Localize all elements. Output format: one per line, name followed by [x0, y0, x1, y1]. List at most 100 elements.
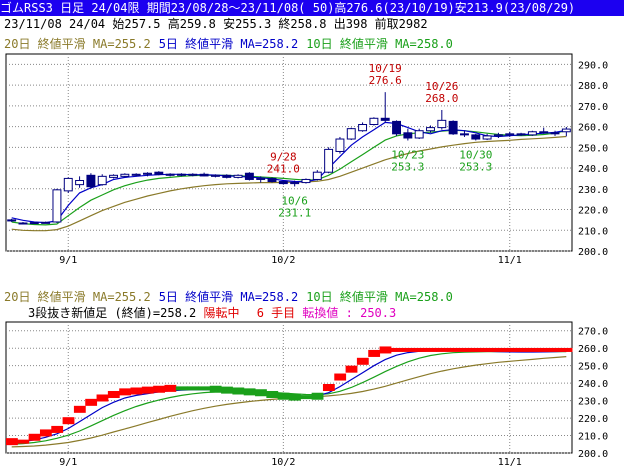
new-price-chart: 270.0 260.0 250.0 240.0 230.0 220.0 210.0 200.0…	[5, 321, 608, 468]
new-price-brick	[51, 425, 64, 433]
bottom-y-tick-label: 250.0	[578, 362, 608, 373]
candle-body	[97, 175, 107, 186]
new-price-brick	[538, 347, 550, 352]
candle-body	[358, 124, 368, 132]
new-price-brick	[243, 388, 256, 396]
new-price-brick	[141, 386, 154, 394]
candle-body	[210, 174, 220, 177]
new-price-brick	[424, 347, 437, 352]
new-price-brick	[153, 385, 165, 393]
bottom-y-tick-label: 230.0	[578, 397, 608, 408]
annotation-date: 10/26	[425, 80, 458, 93]
bottom-y-tick-label: 270.0	[578, 327, 608, 338]
candle-body	[63, 177, 73, 192]
candle-body	[414, 130, 424, 139]
top-legend: 20日 終値平滑 MA=255.2 5日 終値平滑 MA=258.2 10日 終値平…	[4, 36, 461, 52]
candle-body	[256, 177, 266, 180]
candle-body	[493, 134, 503, 137]
new-price-brick	[322, 384, 335, 391]
legend-ma10: 10日 終値平滑 MA=258.0	[306, 37, 453, 51]
candle-body	[154, 171, 164, 175]
ma10-line	[11, 129, 567, 226]
candle-body	[176, 173, 186, 176]
top-y-tick-label: 260.0	[578, 123, 608, 134]
top-x-tick-label: 9/1	[59, 255, 77, 266]
new-price-brick	[39, 429, 52, 437]
new-price-brick	[526, 347, 539, 352]
bottom-y-tick-label: 260.0	[578, 344, 608, 355]
signal-reversal: 転換値 : 250.3	[302, 306, 397, 320]
candle-body	[482, 135, 492, 140]
top-plot-frame	[5, 53, 573, 252]
new-price-brick	[198, 386, 211, 391]
candle-body	[7, 219, 17, 222]
candle-body	[539, 131, 549, 134]
new-price-brick	[255, 389, 267, 397]
candle-body	[267, 177, 277, 183]
legend-ma20-bottom: 20日 終値平滑 MA=255.2	[4, 290, 151, 304]
new-price-brick	[209, 385, 222, 393]
candle-body	[199, 173, 209, 177]
new-price-brick	[436, 347, 448, 352]
new-price-brick	[96, 394, 109, 402]
new-price-brick	[560, 347, 573, 352]
annotation-value: 268.0	[425, 92, 458, 105]
new-price-brick	[413, 347, 426, 352]
top-x-tick-label: 11/1	[498, 255, 522, 266]
legend-ma5: 5日 終値平滑 MA=258.2	[158, 37, 299, 51]
bottom-x-tick-label: 11/1	[498, 457, 522, 468]
candle-body	[550, 132, 560, 135]
candle-body	[312, 171, 322, 180]
candle-body	[143, 172, 152, 175]
candle-body	[426, 127, 435, 132]
candle-body	[109, 174, 119, 178]
bottom-y-tick-label: 220.0	[578, 414, 608, 425]
annotation-date: 10/23	[391, 148, 424, 161]
new-price-brick	[379, 346, 392, 354]
top-y-tick-label: 250.0	[578, 143, 608, 154]
new-price-brick	[187, 386, 199, 391]
annotation-value: 276.6	[369, 74, 402, 87]
annotation-date: 10/30	[459, 148, 492, 161]
candle-body	[392, 120, 402, 135]
top-y-tick-label: 210.0	[578, 226, 608, 237]
new-price-brick	[164, 384, 177, 392]
bottom-y-tick-label: 240.0	[578, 379, 608, 390]
new-price-brick	[390, 347, 403, 352]
candle-body	[18, 222, 28, 225]
new-price-brick	[504, 347, 516, 352]
candle-body	[120, 173, 130, 177]
new-price-brick	[549, 347, 562, 352]
candle-body	[561, 128, 571, 133]
new-price-brick	[221, 386, 233, 394]
new-price-brick	[119, 388, 132, 396]
new-price-brick	[73, 405, 86, 413]
top-y-tick-label: 240.0	[578, 164, 608, 175]
top-y-tick-label: 270.0	[578, 102, 608, 113]
candle-body	[324, 148, 334, 173]
signal-label: 3段抜き新値足 (終値)=258.2	[28, 306, 197, 320]
signal-count: 6 手目	[256, 306, 296, 320]
annotation-value: 231.1	[278, 207, 311, 220]
candle-body	[380, 117, 390, 121]
candle-body	[165, 173, 175, 176]
header-ohlc: 23/11/08 24/04 始257.5 高259.8 安255.3 終258…	[0, 16, 624, 32]
new-price-brick	[402, 347, 415, 352]
new-price-brick	[107, 390, 120, 398]
ma20-line	[11, 135, 567, 232]
new-price-brick	[515, 347, 528, 352]
top-y-tick-label: 230.0	[578, 185, 608, 196]
new-price-brick	[85, 398, 98, 406]
candle-body	[29, 222, 39, 225]
bottom-x-tick-label: 10/2	[271, 457, 295, 468]
candle-body	[437, 119, 447, 129]
candle-body	[290, 182, 300, 185]
new-price-brick	[175, 386, 188, 391]
candle-body	[459, 133, 469, 136]
candle-body	[301, 178, 311, 184]
new-price-brick	[17, 439, 30, 444]
new-price-brick	[130, 387, 143, 395]
candle-body	[86, 174, 96, 188]
candle-body	[369, 117, 379, 126]
top-y-tick-label: 200.0	[578, 247, 608, 258]
